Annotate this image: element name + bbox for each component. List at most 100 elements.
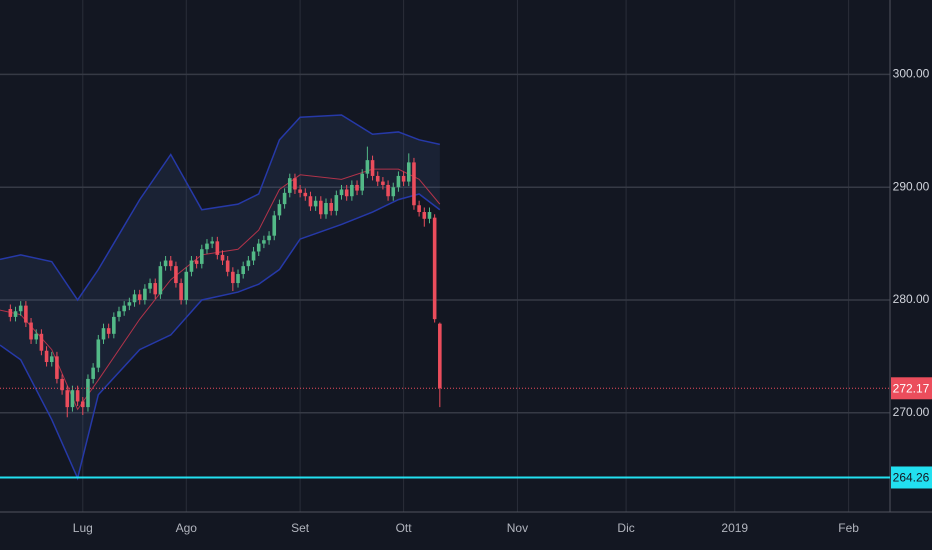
candle-body — [18, 305, 23, 312]
candle-body — [412, 162, 416, 206]
price-label: 272.17 — [893, 381, 930, 395]
candle-body — [293, 178, 297, 190]
candle-body — [422, 212, 427, 219]
candle-body — [8, 309, 13, 317]
x-tick-label: Ott — [396, 521, 413, 535]
candle-body — [220, 254, 225, 261]
candle-body — [246, 260, 251, 267]
candle-body — [427, 212, 432, 219]
candle-body — [282, 192, 287, 205]
y-tick-label: 280.00 — [893, 292, 930, 306]
candle-body — [334, 195, 339, 211]
candle-body — [91, 367, 95, 379]
candle-body — [174, 266, 178, 284]
candle-body — [360, 173, 365, 191]
candle-body — [70, 390, 75, 408]
candle-body — [391, 187, 396, 197]
candle-body — [49, 356, 54, 363]
candle-body — [313, 200, 318, 207]
x-tick-label: Set — [291, 521, 310, 535]
candle-body — [355, 184, 359, 191]
candle-body — [251, 251, 256, 261]
candle-body — [24, 305, 28, 323]
candle-body — [80, 401, 85, 408]
candle-body — [158, 266, 163, 295]
candle-body — [13, 311, 18, 317]
candle-body — [370, 160, 375, 176]
price-label: 264.26 — [893, 471, 930, 485]
candle-body — [137, 294, 142, 300]
candle-body — [101, 328, 106, 340]
x-tick-label: Ago — [176, 521, 198, 535]
candle-body — [75, 390, 80, 402]
candle-body — [298, 189, 302, 193]
candle-body — [256, 243, 261, 252]
candle-body — [210, 241, 214, 244]
candle-body — [272, 215, 277, 236]
y-tick-label: 300.00 — [893, 67, 930, 81]
band-lower — [0, 193, 441, 481]
candle-body — [106, 328, 111, 334]
candle-body — [65, 390, 70, 408]
candle-body — [153, 283, 158, 295]
candle-body — [205, 243, 209, 250]
candle-body — [34, 333, 39, 340]
candle-body — [417, 205, 421, 213]
candle-body — [194, 260, 199, 264]
candle-body — [386, 184, 390, 197]
candle-body — [215, 241, 220, 255]
candle-body — [29, 322, 33, 340]
candle-body — [350, 184, 354, 197]
candle-body — [401, 175, 406, 182]
candle-body — [184, 271, 189, 300]
candle-body — [319, 200, 323, 215]
candle-body — [148, 283, 152, 289]
candle-body — [432, 217, 437, 320]
candle-body — [96, 339, 101, 368]
y-tick-label: 290.00 — [893, 179, 930, 193]
candle-body — [39, 333, 44, 351]
y-tick-label: 270.00 — [893, 405, 930, 419]
candle-body — [143, 288, 147, 300]
candle-body — [117, 311, 121, 317]
candle-body — [225, 260, 230, 272]
candle-body — [344, 189, 349, 197]
candle-body — [365, 160, 370, 174]
candle-body — [163, 260, 168, 267]
candle-body — [396, 175, 401, 188]
band-upper — [0, 114, 440, 302]
candle-body — [241, 266, 245, 275]
candle-body — [339, 189, 344, 196]
candle-body — [231, 271, 235, 284]
x-tick-label: 2019 — [721, 521, 748, 535]
candle-body — [329, 202, 333, 211]
candle-body — [112, 316, 116, 334]
candle-body — [381, 181, 385, 185]
candle-body — [236, 274, 240, 284]
candle-body — [132, 294, 137, 303]
candle-body — [406, 162, 411, 182]
x-tick-label: Nov — [507, 521, 528, 535]
candle-body — [44, 350, 49, 363]
candle-body — [277, 204, 282, 216]
band-middle — [0, 168, 441, 411]
candle-body — [189, 260, 194, 272]
candle-body — [262, 240, 266, 244]
candle-body — [60, 378, 64, 391]
candle-body — [375, 175, 380, 182]
candle-body — [324, 202, 328, 215]
price-label-box — [891, 466, 932, 489]
candle-body — [308, 196, 313, 207]
candle-body — [86, 378, 90, 408]
candle-body — [168, 260, 173, 267]
candle-body — [267, 235, 271, 241]
candle-body — [200, 249, 204, 264]
x-tick-label: Lug — [73, 521, 93, 535]
candle-body — [303, 192, 308, 197]
candle-body — [287, 178, 292, 193]
candle-body — [179, 283, 183, 300]
x-tick-label: Dic — [617, 521, 634, 535]
price-label-box — [891, 377, 932, 400]
